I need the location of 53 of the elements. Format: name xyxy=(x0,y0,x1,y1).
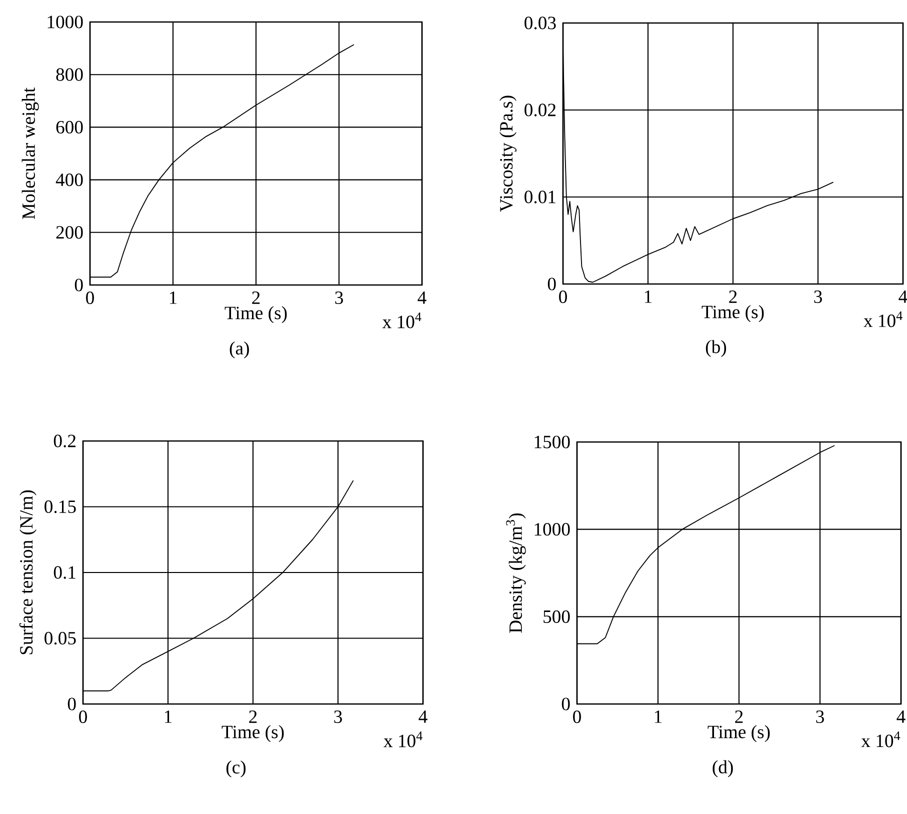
y-tick-label: 0.05 xyxy=(44,632,76,645)
x-tick-label: 1 xyxy=(164,710,172,723)
y-tick-label: 800 xyxy=(56,68,83,81)
x-tick-label: 4 xyxy=(896,710,906,723)
y-tick-label: 0.01 xyxy=(524,190,556,204)
y-tick-label: 0.02 xyxy=(524,104,556,116)
text: x 10$^{4}$ xyxy=(864,311,902,328)
x-axis-title: Time (s) xyxy=(224,306,287,324)
y-tick-label: 600 xyxy=(56,120,83,134)
text: (a) xyxy=(230,341,249,358)
y-tick-label: 0 xyxy=(74,278,83,292)
x-tick-label: 0 xyxy=(573,710,581,724)
y-axis-title: Viscosity (Pa.s) xyxy=(499,96,516,212)
x-tick-label: 4 xyxy=(418,710,428,723)
y-tick-label: 0.1 xyxy=(54,566,76,579)
y-tick-label: 1500 xyxy=(534,436,570,448)
x-tick-label: 2 xyxy=(729,290,737,303)
x-tick-label: 0 xyxy=(86,291,94,304)
y-tick-label: 1000 xyxy=(48,16,83,28)
y-tick-label: 400 xyxy=(56,173,83,186)
x-tick-label: 4 xyxy=(898,290,907,303)
x-axis-title: Time (s) xyxy=(708,725,770,742)
y-tick-label: 0.03 xyxy=(524,16,556,30)
y-tick-label: 1000 xyxy=(534,523,570,536)
x-tick-label: 1 xyxy=(170,291,177,304)
x-tick-label: 3 xyxy=(334,710,342,724)
x-tick-label: 3 xyxy=(335,291,343,304)
y-axis-title: Molecular weight xyxy=(22,88,39,220)
x-axis-title: Time (s) xyxy=(222,725,284,742)
x-tick-label: 2 xyxy=(252,291,260,304)
text: x 10$^{4}$ xyxy=(382,312,422,328)
y-tick-label: 0.2 xyxy=(54,434,76,448)
text: (c) xyxy=(226,760,246,778)
x-tick-label: 1 xyxy=(644,290,652,303)
y-tick-label: 0.15 xyxy=(44,500,76,514)
y-tick-label: 500 xyxy=(544,610,570,623)
text: (b) xyxy=(706,340,726,358)
x-axis-title: Time (s) xyxy=(702,305,764,322)
text: x 10$^{4}$ xyxy=(384,732,422,748)
y-tick-label: 0 xyxy=(68,698,76,710)
x-tick-label: 2 xyxy=(249,710,257,723)
x-tick-label: 3 xyxy=(816,710,824,724)
x-tick-label: 1 xyxy=(654,710,662,723)
text: (d) xyxy=(712,760,733,778)
x-tick-label: 4 xyxy=(418,291,426,304)
text: x 10$^{4}$ xyxy=(861,731,900,748)
y-tick-label: 0 xyxy=(562,698,570,710)
y-axis-title: Density (kg/m$^{3}$) xyxy=(506,513,526,633)
y-axis-title: Surface tension (N/m) xyxy=(19,490,36,654)
y-tick-label: 200 xyxy=(56,226,83,239)
x-tick-label: 3 xyxy=(814,290,822,304)
x-tick-label: 2 xyxy=(735,710,743,723)
y-tick-label: 0 xyxy=(548,278,556,290)
